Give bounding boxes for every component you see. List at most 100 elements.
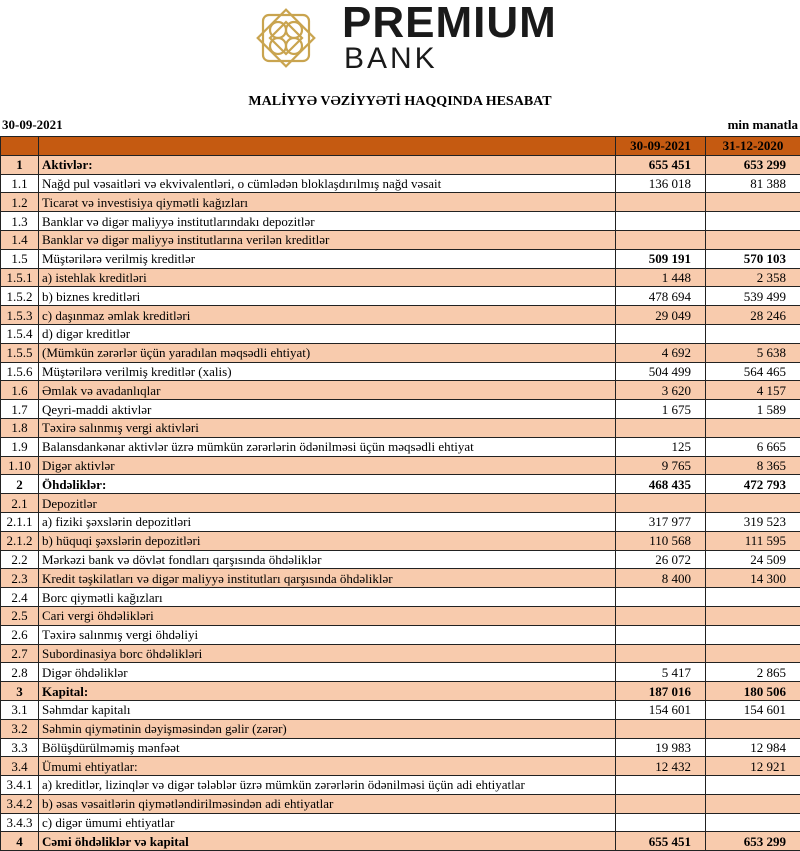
table-row: 2.5 Cari vergi öhdəlikləri xyxy=(0,605,800,626)
value-previous xyxy=(705,211,800,231)
row-label: Qeyri-maddi aktivlər xyxy=(38,399,616,419)
row-label: Digər aktivlər xyxy=(38,455,616,476)
value-current: 504 499 xyxy=(615,361,706,382)
row-label: Əmlak və avadanlıqlar xyxy=(38,380,616,401)
row-code: 1.5.4 xyxy=(0,323,39,344)
table-row: 4 Cəmi öhdəliklər və kapital 655 451 653 29… xyxy=(0,831,800,851)
table-row: 1.5.4 d) digər kreditlər xyxy=(0,323,800,344)
value-current xyxy=(615,643,706,664)
row-code: 2.4 xyxy=(0,587,39,607)
value-current: 125 xyxy=(615,436,706,457)
table-row: 3.4.2 b) əsas vəsaitlərin qiymətləndirilm… xyxy=(0,793,800,814)
table-row: 2.3 Kredit təşkilatları və digər maliyyə … xyxy=(0,568,800,589)
value-previous xyxy=(705,624,800,645)
row-code: 3.4.1 xyxy=(0,775,39,795)
row-code: 1.4 xyxy=(0,229,39,250)
table-row: 1.5.5 (Mümkün zərərlər üçün yaradılan məq… xyxy=(0,342,800,363)
row-code: 2.1.1 xyxy=(0,511,39,532)
value-current: 12 432 xyxy=(615,756,706,777)
table-row: 2 Öhdəliklər: 468 435 472 793 xyxy=(0,474,800,495)
value-current xyxy=(615,493,706,513)
value-previous xyxy=(705,192,800,213)
table-row: 1.6 Əmlak və avadanlıqlar 3 620 4 157 xyxy=(0,380,800,401)
value-current: 110 568 xyxy=(615,530,706,551)
table-row: 1.10 Digər aktivlər 9 765 8 365 xyxy=(0,455,800,476)
table-row: 2.4 Borc qiymətli kağızları xyxy=(0,587,800,607)
table-row: 1.5.1 a) istehlak kreditləri 1 448 2 358 xyxy=(0,267,800,288)
row-label: Digər öhdəliklər xyxy=(38,662,616,683)
value-current: 509 191 xyxy=(615,248,706,269)
row-code: 1.5 xyxy=(0,248,39,269)
table-row: 2.1 Depozitlər xyxy=(0,493,800,513)
value-current: 9 765 xyxy=(615,455,706,476)
value-current xyxy=(615,624,706,645)
row-label: b) əsas vəsaitlərin qiymətləndirilməsind… xyxy=(38,793,616,814)
value-current xyxy=(615,775,706,795)
row-label: Səhmin qiymətinin dəyişməsindən gəlir (z… xyxy=(38,718,616,739)
value-current xyxy=(615,793,706,814)
currency-unit: min manatla xyxy=(727,117,798,132)
value-previous xyxy=(705,323,800,344)
table-row: 1.8 Təxirə salınmış vergi aktivləri xyxy=(0,417,800,438)
row-label: Banklar və digər maliyyə institutlarına … xyxy=(38,229,616,250)
table-row: 1.4 Banklar və digər maliyyə institutları… xyxy=(0,229,800,250)
row-code: 2.6 xyxy=(0,624,39,645)
row-code: 1 xyxy=(0,154,39,175)
value-previous: 14 300 xyxy=(705,568,800,589)
row-label: Müştərilərə verilmiş kreditlər (xalis) xyxy=(38,361,616,382)
row-label: Nağd pul vəsaitləri və ekvivalentləri, o… xyxy=(38,173,616,194)
row-label: Təxirə salınmış vergi öhdəliyi xyxy=(38,624,616,645)
header-label-cell xyxy=(38,136,616,156)
row-label: (Mümkün zərərlər üçün yaradılan məqsədli… xyxy=(38,342,616,363)
row-code: 1.6 xyxy=(0,380,39,401)
table-row: 2.1.2 b) hüquqi şəxslərin depozitləri 110 … xyxy=(0,530,800,551)
row-label: b) biznes kreditləri xyxy=(38,286,616,307)
row-label: Cari vergi öhdəlikləri xyxy=(38,605,616,626)
value-previous: 2 358 xyxy=(705,267,800,288)
header-code-cell xyxy=(0,136,39,156)
row-label: a) kreditlər, lizinqlər və digər tələblə… xyxy=(38,775,616,795)
value-previous: 319 523 xyxy=(705,511,800,532)
premium-bank-logo: PREMIUM BANK xyxy=(250,0,580,75)
value-previous xyxy=(705,775,800,795)
row-label: Kapital: xyxy=(38,681,616,701)
row-label: Subordinasiya borc öhdəlikləri xyxy=(38,643,616,664)
table-row: 3.4.1 a) kreditlər, lizinqlər və digər tə… xyxy=(0,775,800,795)
value-previous: 564 465 xyxy=(705,361,800,382)
row-label: Depozitlər xyxy=(38,493,616,513)
value-previous: 653 299 xyxy=(705,831,800,851)
row-label: a) istehlak kreditləri xyxy=(38,267,616,288)
row-code: 1.7 xyxy=(0,399,39,419)
row-code: 1.5.6 xyxy=(0,361,39,382)
value-previous: 472 793 xyxy=(705,474,800,495)
row-code: 1.5.1 xyxy=(0,267,39,288)
value-current xyxy=(615,812,706,833)
value-current xyxy=(615,587,706,607)
table-row: 1.5.3 c) daşınmaz əmlak kreditləri 29 049 2… xyxy=(0,305,800,325)
row-label: a) fiziki şəxslərin depozitləri xyxy=(38,511,616,532)
row-label: Aktivlər: xyxy=(38,154,616,175)
table-row: 2.7 Subordinasiya borc öhdəlikləri xyxy=(0,643,800,664)
row-code: 2.1 xyxy=(0,493,39,513)
row-code: 3.4.2 xyxy=(0,793,39,814)
row-label: Borc qiymətli kağızları xyxy=(38,587,616,607)
value-current: 1 675 xyxy=(615,399,706,419)
row-code: 1.3 xyxy=(0,211,39,231)
knot-emblem-icon xyxy=(256,8,316,68)
value-current: 8 400 xyxy=(615,568,706,589)
table-row: 3.3 Bölüşdürülməmiş mənfəət 19 983 12 984 xyxy=(0,737,800,758)
report-title: MALİYYƏ VƏZİYYƏTİ HAQQINDA HESABAT xyxy=(248,94,552,109)
value-previous xyxy=(705,417,800,438)
value-previous: 12 921 xyxy=(705,756,800,777)
value-previous: 12 984 xyxy=(705,737,800,758)
value-current: 26 072 xyxy=(615,549,706,570)
value-current xyxy=(615,605,706,626)
table-row: 1.5.2 b) biznes kreditləri 478 694 539 499 xyxy=(0,286,800,307)
value-previous: 6 665 xyxy=(705,436,800,457)
value-previous xyxy=(705,587,800,607)
table-row: 3.2 Səhmin qiymətinin dəyişməsindən gəlir… xyxy=(0,718,800,739)
table-row: 2.8 Digər öhdəliklər 5 417 2 865 xyxy=(0,662,800,683)
financial-position-table: 30-09-2021 31-12-2020 1 Aktivlər: 655 451 6… xyxy=(0,136,800,851)
row-code: 1.5.2 xyxy=(0,286,39,307)
value-previous: 111 595 xyxy=(705,530,800,551)
